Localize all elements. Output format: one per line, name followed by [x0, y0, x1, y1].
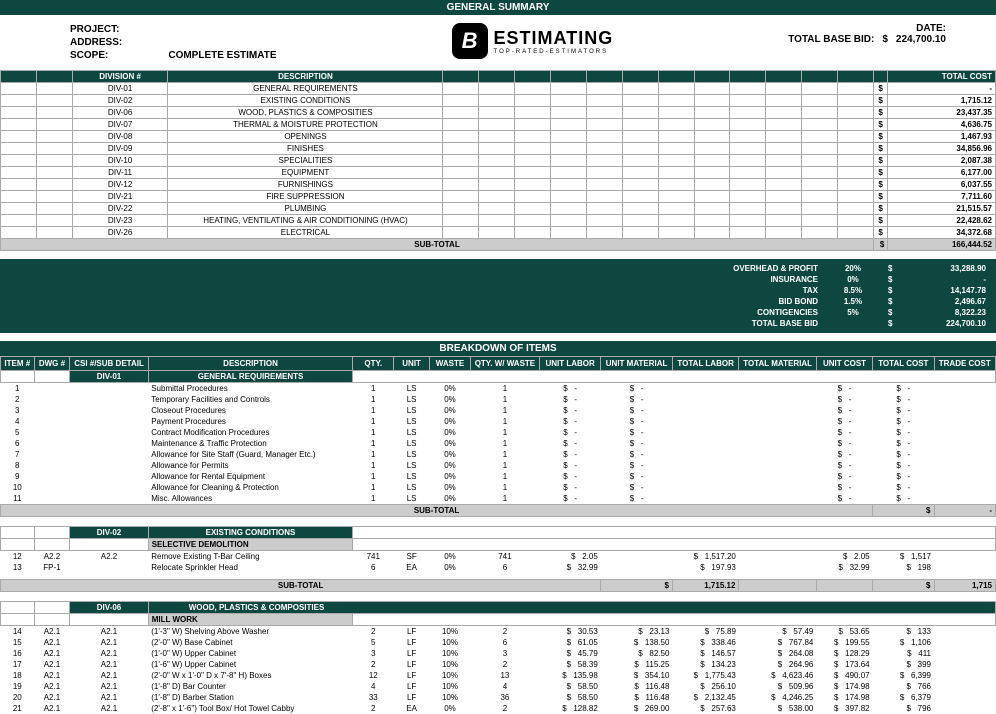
- div01-row: 7Allowance for Site Staff (Guard, Manage…: [1, 449, 996, 460]
- summary-row: DIV-06WOOD, PLASTICS & COMPOSITIES$23,43…: [1, 107, 996, 119]
- bcol-desc: DESCRIPTION: [148, 357, 353, 371]
- div06-code: DIV-06: [70, 601, 148, 613]
- scope-value: COMPLETE ESTIMATE: [168, 49, 276, 62]
- logo-text: ESTIMATING: [494, 28, 614, 49]
- summary-table: DIVISION # DESCRIPTION TOTAL COST DIV-01…: [0, 70, 996, 251]
- col-total-cost: TOTAL COST: [888, 71, 996, 83]
- bcol-dwg: DWG #: [34, 357, 70, 371]
- div06-row: 15A2.1A2.1(2'-0" W) Base Cabinet5LF10%6$…: [1, 637, 996, 648]
- div01-subtotal-lbl: SUB-TOTAL: [1, 505, 873, 517]
- adjustment-line: TOTAL BASE BID$224,700.10: [10, 318, 986, 329]
- adjustments-block: OVERHEAD & PROFIT20%$33,288.90INSURANCE0…: [0, 259, 996, 333]
- general-summary-bar: GENERAL SUMMARY: [0, 0, 996, 15]
- summary-row: DIV-02EXISTING CONDITIONS$1,715.12: [1, 95, 996, 107]
- summary-row: DIV-09FINISHES$34,856.96: [1, 143, 996, 155]
- div01-row: 8Allowance for Permits1LS0%1$ -$ -$ -$ -: [1, 460, 996, 471]
- div06-row: 20A2.1A2.1(1'-8" D) Barber Station33LF10…: [1, 692, 996, 703]
- div06-row: 21A2.1A2.1(2'-8" x 1'-6") Tool Box/ Hot …: [1, 703, 996, 714]
- div01-row: 9Allowance for Rental Equipment1LS0%1$ -…: [1, 471, 996, 482]
- div02-subtotal-lbl: SUB-TOTAL: [1, 579, 601, 591]
- div06-row: 18A2.1A2.1(2'-0" W x 1'-0" D x 7'-8" H) …: [1, 670, 996, 681]
- bcol-qtyw: QTY. W/ WASTE: [470, 357, 539, 371]
- adjustment-line: INSURANCE0%$-: [10, 274, 986, 285]
- tbb-label: TOTAL BASE BID:: [788, 34, 874, 45]
- summary-row: DIV-08OPENINGS$1,467.93: [1, 131, 996, 143]
- tbb-dollar: $: [882, 34, 888, 45]
- summary-row: DIV-07THERMAL & MOISTURE PROTECTION$4,63…: [1, 119, 996, 131]
- div02-row: 13FP-1Relocate Sprinkler Head6EA0%6$ 32.…: [1, 562, 996, 573]
- div06-sub: MILL WORK: [148, 613, 353, 625]
- summary-row: DIV-11EQUIPMENT$6,177.00: [1, 167, 996, 179]
- subtotal-label: SUB-TOTAL: [1, 239, 874, 251]
- adjustment-line: OVERHEAD & PROFIT20%$33,288.90: [10, 263, 986, 274]
- div01-row: 11Misc. Allowances1LS0%1$ -$ -$ -$ -: [1, 493, 996, 505]
- summary-row: DIV-21FIRE SUPPRESSION$7,711.60: [1, 191, 996, 203]
- summary-row: DIV-26ELECTRICAL$34,372.68: [1, 227, 996, 239]
- div02-name: EXISTING CONDITIONS: [148, 527, 353, 539]
- bcol-csi: CSI #/SUB DETAIL: [70, 357, 148, 371]
- bcol-unit: UNIT: [394, 357, 430, 371]
- logo-subtext: TOP-RATED-ESTIMATORS: [494, 49, 614, 55]
- div02-sub: SELECTIVE DEMOLITION: [148, 539, 353, 551]
- div06-row: 14A2.1A2.1(1'-3" W) Shelving Above Washe…: [1, 625, 996, 637]
- bcol-tm: TOTAL MATERIAL: [739, 357, 816, 371]
- div01-row: 5Contract Modification Procedures1LS0%1$…: [1, 427, 996, 438]
- div01-row: 3Closeout Procedures1LS0%1$ -$ -$ -$ -: [1, 405, 996, 416]
- bcol-ul: UNIT LABOR: [539, 357, 600, 371]
- div02-subtotal: 1,715: [934, 579, 996, 591]
- div01-subtotal: -: [934, 505, 996, 517]
- scope-label: SCOPE:: [70, 49, 108, 62]
- div06-row: 19A2.1A2.1(1'-8" D) Bar Counter4LF10%4$ …: [1, 681, 996, 692]
- div06-row: 16A2.1A2.1(1'-0" W) Upper Cabinet3LF10%3…: [1, 648, 996, 659]
- div01-row: 2Temporary Facilities and Controls1LS0%1…: [1, 394, 996, 405]
- address-label: ADDRESS:: [70, 36, 277, 49]
- date-label: DATE:: [788, 23, 946, 34]
- div01-name: GENERAL REQUIREMENTS: [148, 371, 353, 383]
- logo: B ESTIMATING TOP-RATED-ESTIMATORS: [452, 23, 614, 59]
- summary-row: DIV-01GENERAL REQUIREMENTS$-: [1, 83, 996, 95]
- div01-row: 10Allowance for Cleaning & Protection1LS…: [1, 482, 996, 493]
- adjustment-line: CONTIGENCIES5%$8,322.23: [10, 307, 986, 318]
- div01-row: 6Maintenance & Traffic Protection1LS0%1$…: [1, 438, 996, 449]
- summary-row: DIV-10SPECIALITIES$2,087.38: [1, 155, 996, 167]
- summary-subtotal-row: SUB-TOTAL $ 166,444.52: [1, 239, 996, 251]
- summary-subtotal-value: 166,444.52: [888, 239, 996, 251]
- div01-row: 4Payment Procedures1LS0%1$ -$ -$ -$ -: [1, 416, 996, 427]
- summary-row: DIV-23HEATING, VENTILATING & AIR CONDITI…: [1, 215, 996, 227]
- tbb-value: 224,700.10: [896, 34, 946, 45]
- div06-row: 17A2.1A2.1(1'-6" W) Upper Cabinet2LF10%2…: [1, 659, 996, 670]
- bcol-waste: WASTE: [430, 357, 471, 371]
- bcol-trade: TRADE COST: [934, 357, 996, 371]
- header-right: DATE: TOTAL BASE BID: $ 224,700.10: [788, 23, 946, 45]
- bcol-um: UNIT MATERIAL: [601, 357, 673, 371]
- div02-subtotal-tl: 1,715.12: [672, 579, 738, 591]
- bcol-uc: UNIT COST: [816, 357, 872, 371]
- logo-b-icon: B: [452, 23, 488, 59]
- div01-code: DIV-01: [70, 371, 148, 383]
- bcol-tc: TOTAL COST: [873, 357, 934, 371]
- div01-row: 1Submittal Procedures1LS0%1$ -$ -$ -$ -: [1, 383, 996, 395]
- breakdown-title: BREAKDOWN OF ITEMS: [0, 341, 996, 356]
- header-area: PROJECT: ADDRESS: SCOPE: COMPLETE ESTIMA…: [0, 15, 996, 70]
- div02-row: 12A2.2A2.2Remove Existing T-Bar Ceiling7…: [1, 551, 996, 563]
- div02-code: DIV-02: [70, 527, 148, 539]
- breakdown-table: ITEM # DWG # CSI #/SUB DETAIL DESCRIPTIO…: [0, 356, 996, 714]
- summary-row: DIV-22PLUMBING$21,515.57: [1, 203, 996, 215]
- adjustment-line: BID BOND1.5%$2,496.67: [10, 296, 986, 307]
- col-division: DIVISION #: [72, 71, 168, 83]
- div06-name: WOOD, PLASTICS & COMPOSITIES: [148, 601, 995, 613]
- project-label: PROJECT:: [70, 23, 277, 36]
- header-left: PROJECT: ADDRESS: SCOPE: COMPLETE ESTIMA…: [70, 23, 277, 62]
- col-description: DESCRIPTION: [168, 71, 443, 83]
- adjustment-line: TAX8.5%$14,147.78: [10, 285, 986, 296]
- bcol-item: ITEM #: [1, 357, 35, 371]
- bcol-tl: TOTAL LABOR: [672, 357, 738, 371]
- summary-row: DIV-12FURNISHINGS$6,037.55: [1, 179, 996, 191]
- bcol-qty: QTY.: [353, 357, 394, 371]
